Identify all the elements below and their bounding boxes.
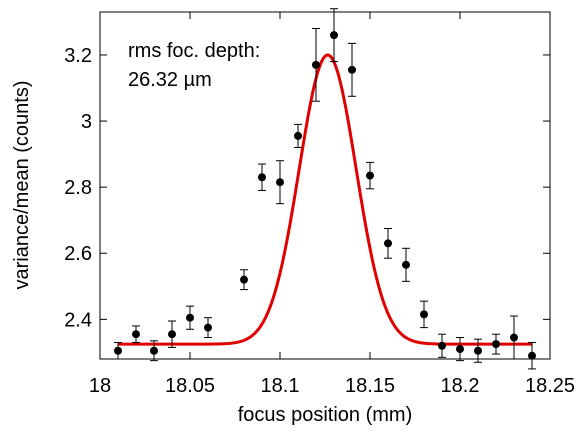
annotation-line-2: 26.32 µm — [128, 69, 212, 91]
data-point — [114, 346, 122, 355]
data-point — [420, 310, 428, 319]
data-point — [474, 346, 482, 355]
tick-labels: 18 18.05 18.1 18.15 18.2 18.25 2.4 2.6 2.8 3 3.2 — [64, 45, 575, 397]
x-tick-label: 18.1 — [261, 375, 300, 397]
data-point — [348, 65, 356, 74]
data-point — [456, 345, 464, 354]
data-point — [258, 173, 266, 182]
data-point — [366, 171, 374, 180]
y-axis-label: variance/mean (counts) — [11, 81, 33, 290]
data-point — [402, 260, 410, 269]
data-point — [150, 346, 158, 355]
data-point — [384, 239, 392, 248]
y-tick-label: 2.6 — [64, 243, 92, 265]
annotation-line-1: rms foc. depth: — [128, 40, 260, 62]
data-point — [312, 60, 320, 69]
data-point — [276, 178, 284, 187]
data-point — [510, 333, 518, 342]
data-point — [168, 330, 176, 339]
data-point — [204, 323, 212, 332]
y-tick-label: 2.4 — [64, 309, 92, 331]
error-bars — [114, 8, 536, 370]
data-point — [186, 313, 194, 322]
fit-curve — [118, 53, 532, 346]
y-tick-label: 3 — [81, 111, 92, 133]
axis-ticks — [99, 12, 551, 359]
data-point — [240, 275, 248, 284]
data-point — [132, 330, 140, 339]
data-points — [114, 31, 536, 360]
data-point — [492, 340, 500, 349]
data-point — [528, 351, 536, 360]
x-tick-label: 18.2 — [441, 375, 480, 397]
y-tick-label: 3.2 — [64, 45, 92, 67]
data-point — [294, 131, 302, 140]
data-point — [330, 31, 338, 40]
x-tick-label: 18.25 — [525, 375, 575, 397]
y-tick-label: 2.8 — [64, 177, 92, 199]
data-point — [438, 341, 446, 350]
x-tick-label: 18 — [89, 375, 111, 397]
x-tick-label: 18.15 — [345, 375, 395, 397]
x-tick-label: 18.05 — [165, 375, 215, 397]
plot-frame — [99, 11, 551, 360]
x-axis-label: focus position (mm) — [238, 404, 413, 426]
